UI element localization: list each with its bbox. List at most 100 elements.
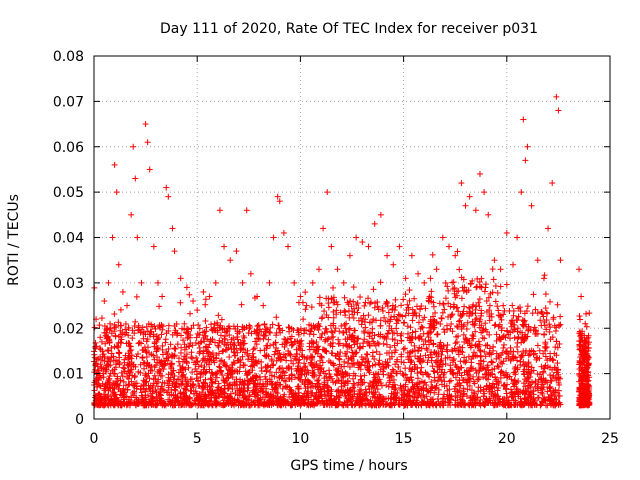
bg-point [380, 340, 387, 347]
bg-point [271, 351, 278, 358]
bg-point [371, 355, 378, 362]
bg-point [495, 307, 502, 314]
bg-point [450, 356, 457, 363]
bg-point [306, 331, 313, 338]
bg-point [378, 382, 385, 389]
data-point [206, 293, 213, 300]
bg-point [168, 360, 175, 367]
bg-point [341, 294, 348, 301]
bg-point [428, 288, 435, 295]
bg-point [213, 374, 220, 381]
bg-point [315, 376, 322, 383]
bg-point [285, 364, 292, 371]
bg-point [358, 376, 365, 383]
bg-point [442, 279, 449, 286]
bg-point [494, 303, 501, 310]
data-point [545, 225, 552, 232]
bg-point [509, 302, 516, 309]
bg-point [239, 353, 246, 360]
data-point [233, 248, 240, 255]
data-point [553, 93, 560, 100]
bg-point [187, 310, 194, 317]
bg-point [469, 353, 476, 360]
bg-point [297, 325, 304, 332]
bg-point [270, 361, 277, 368]
bg-point [379, 308, 386, 315]
bg-point [458, 295, 465, 302]
bg-point [441, 391, 448, 398]
data-point [132, 175, 139, 182]
data-point [555, 107, 562, 114]
bg-point [461, 354, 468, 361]
data-point [427, 275, 434, 282]
data-point [415, 270, 422, 277]
bg-point [471, 349, 478, 356]
bg-point [461, 303, 468, 310]
bg-point [346, 314, 353, 321]
bg-point [453, 323, 460, 330]
bg-point [489, 266, 496, 273]
bg-point [158, 331, 165, 338]
bg-point [202, 296, 209, 303]
bg-point [194, 358, 201, 365]
bg-point [255, 322, 262, 329]
data-point [171, 248, 178, 255]
bg-point [557, 313, 564, 320]
bg-point [181, 320, 188, 327]
bg-point [422, 305, 429, 312]
bg-point [317, 369, 324, 376]
bg-point [354, 309, 361, 316]
bg-point [257, 347, 264, 354]
bg-point [141, 365, 148, 372]
bg-point [586, 310, 593, 317]
y-tick-label: 0.03 [53, 276, 84, 292]
bg-point [194, 330, 201, 337]
bg-point [346, 364, 353, 371]
bg-point [400, 346, 407, 353]
bg-point [330, 284, 337, 291]
bg-point [500, 341, 507, 348]
bg-point [186, 291, 193, 298]
x-tick-label: 15 [395, 431, 413, 447]
bg-point [322, 325, 329, 332]
bg-point [490, 276, 497, 283]
data-point [421, 279, 428, 286]
bg-point [177, 349, 184, 356]
data-point [576, 266, 583, 273]
data-point [520, 116, 527, 123]
data-point [190, 298, 197, 305]
bg-point [511, 334, 518, 341]
bg-point [536, 347, 543, 354]
data-point [165, 193, 172, 200]
data-point [119, 288, 126, 295]
bg-point [162, 336, 169, 343]
bg-point [154, 345, 161, 352]
bg-point [458, 313, 465, 320]
data-point [109, 234, 116, 241]
bg-point [503, 281, 510, 288]
bg-point [316, 294, 323, 301]
bg-point [215, 312, 222, 319]
bg-point [285, 324, 292, 331]
bg-point [401, 319, 408, 326]
bg-point [387, 344, 394, 351]
bg-point [250, 346, 257, 353]
bg-point [431, 368, 438, 375]
bg-point [476, 347, 483, 354]
bg-point [429, 251, 436, 258]
data-point [146, 166, 153, 173]
bg-point [240, 340, 247, 347]
bg-point [355, 305, 362, 312]
bg-point [341, 321, 348, 328]
bg-point [472, 310, 479, 317]
bg-point [481, 335, 488, 342]
bg-point [537, 317, 544, 324]
bg-point [132, 373, 139, 380]
data-point [285, 243, 292, 250]
bg-point [122, 382, 129, 389]
data-point [458, 180, 465, 187]
bg-point [416, 334, 423, 341]
data-point [353, 234, 360, 241]
data-point [128, 211, 135, 218]
bg-point [185, 364, 192, 371]
